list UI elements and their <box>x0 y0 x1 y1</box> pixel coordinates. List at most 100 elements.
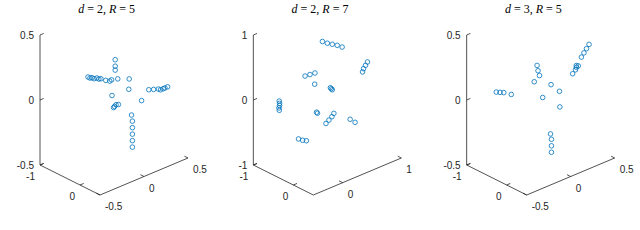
point <box>340 45 345 50</box>
x-tick <box>398 156 402 158</box>
point <box>127 77 132 82</box>
y-tick-label: -1 <box>453 171 462 182</box>
point <box>130 125 135 130</box>
point <box>139 98 144 103</box>
x-tick-label: 0 <box>149 183 155 194</box>
z-tick-label: 0.5 <box>20 30 34 41</box>
point <box>277 108 282 113</box>
x-axis-line <box>313 158 401 195</box>
point <box>99 76 104 81</box>
z-tick-label: -0.5 <box>17 160 35 171</box>
z-tick <box>40 33 44 35</box>
point <box>558 105 563 110</box>
point <box>325 41 330 46</box>
z-tick <box>467 163 471 165</box>
x-tick-label: 0 <box>348 189 354 200</box>
x-axis-line <box>100 158 188 195</box>
z-tick-label: 1 <box>242 30 248 41</box>
z-tick <box>253 163 257 165</box>
y-tick <box>467 163 471 165</box>
x-tick <box>96 193 100 195</box>
panel: -0.500.5-10-0.500.5d = 3, R = 5 <box>443 2 634 212</box>
point <box>536 68 541 73</box>
point <box>330 87 335 92</box>
point <box>110 93 115 98</box>
point <box>582 51 587 56</box>
point <box>315 111 320 116</box>
title-part: = 2, <box>298 2 323 16</box>
point <box>116 102 121 107</box>
point <box>130 132 135 137</box>
point <box>156 87 161 92</box>
x-tick-label: -0.5 <box>105 201 123 212</box>
point <box>308 72 313 77</box>
point <box>129 113 134 118</box>
point <box>296 137 301 142</box>
z-tick-label: -0.5 <box>443 160 461 171</box>
point <box>130 119 135 124</box>
title-part: = 2, <box>84 2 109 16</box>
point <box>127 87 132 92</box>
point <box>549 150 554 155</box>
figure: -0.500.5-10-0.500.5d = 2, R = 501-10-101… <box>0 0 640 230</box>
x-tick-label: 1 <box>406 164 412 175</box>
x-tick <box>523 193 527 195</box>
title-part: = 3, <box>511 2 536 16</box>
x-tick <box>611 156 615 158</box>
point <box>330 42 335 47</box>
title: d = 2, R = 7 <box>292 2 349 16</box>
z-tick-label: 0 <box>28 95 34 106</box>
z-tick <box>40 163 44 165</box>
point <box>113 57 118 62</box>
point <box>130 145 135 150</box>
point <box>579 55 584 60</box>
point <box>113 68 118 73</box>
point <box>313 71 318 76</box>
y-tick <box>507 183 511 185</box>
point <box>532 79 537 84</box>
point <box>360 70 365 75</box>
y-tick-label: 0 <box>496 191 502 202</box>
point <box>147 87 152 92</box>
y-tick-label: 0 <box>283 191 289 202</box>
point <box>115 77 120 82</box>
z-tick <box>40 98 44 100</box>
point <box>501 90 506 95</box>
point <box>109 78 114 83</box>
x-tick-label: 0.5 <box>193 164 207 175</box>
point <box>509 92 514 97</box>
points <box>277 39 370 143</box>
point <box>584 46 589 51</box>
point <box>549 82 554 87</box>
y-tick-label: -1 <box>239 171 248 182</box>
axes: -0.500.5-10-0.500.5 <box>443 30 634 213</box>
points <box>494 42 591 155</box>
point <box>548 132 553 137</box>
point <box>549 137 554 142</box>
z-tick-label: 0 <box>455 95 461 106</box>
y-tick <box>40 163 44 165</box>
point <box>549 144 554 149</box>
title-part: = 7 <box>330 2 349 16</box>
y-tick <box>80 183 84 185</box>
point <box>130 138 135 143</box>
x-tick <box>567 175 571 177</box>
points <box>86 57 170 149</box>
z-tick <box>467 98 471 100</box>
y-tick-label: 0 <box>69 191 75 202</box>
x-tick <box>140 175 144 177</box>
point <box>535 63 540 68</box>
z-tick-label: 0.5 <box>447 30 461 41</box>
z-tick <box>253 33 257 35</box>
point <box>557 89 562 94</box>
x-tick <box>339 181 343 183</box>
title-part: = 5 <box>543 2 562 16</box>
point <box>303 74 308 79</box>
point <box>353 120 358 125</box>
x-tick <box>184 156 188 158</box>
point <box>324 121 329 126</box>
z-tick <box>467 33 471 35</box>
y-tick-label: -1 <box>26 171 35 182</box>
x-tick-label: 0 <box>576 183 582 194</box>
point <box>540 95 545 100</box>
